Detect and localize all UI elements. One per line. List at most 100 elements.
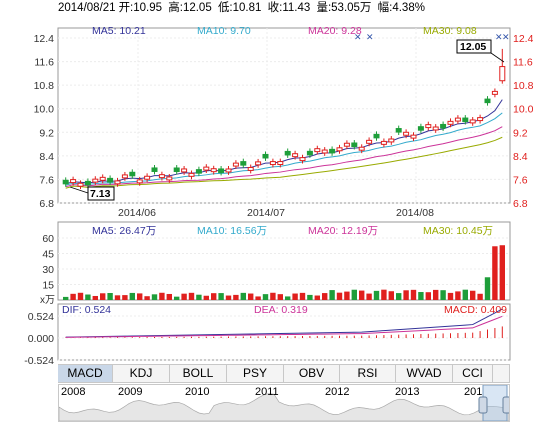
nav-year-2008: 2008 [61, 386, 86, 398]
nav-year-2011: 2011 [255, 386, 279, 398]
candle-body [403, 131, 410, 136]
navigator-right-handle[interactable] [502, 396, 512, 414]
price-y-tick-left: 12.4 [34, 33, 55, 45]
candle-body [173, 167, 180, 173]
price-ma30-label: MA30: 9.08 [423, 25, 477, 37]
macd-histogram [65, 326, 503, 338]
tab-kdj[interactable]: KDJ [113, 365, 170, 382]
volume-ma5-label: MA5: 26.47万 [92, 225, 156, 237]
volume-bar [248, 293, 254, 300]
macd-dif-line [65, 308, 503, 338]
candle-body [195, 169, 202, 174]
price-y-tick-left: 10.0 [34, 104, 55, 116]
candle-body [284, 150, 291, 156]
candle-body [321, 149, 328, 154]
price-y-tick-right: 8.4 [513, 151, 528, 163]
candle-body [336, 147, 343, 152]
volume-y-tick: 45 [42, 249, 54, 261]
candle-body [62, 179, 69, 185]
candle-body [440, 123, 447, 129]
tab-wvad[interactable]: WVAD [396, 365, 453, 382]
volume-bar [366, 293, 372, 300]
volume-bar [299, 292, 306, 300]
volume-y-tick: 30 [42, 264, 54, 276]
candle-body [269, 161, 276, 166]
candle-body [232, 162, 239, 167]
volume-bar [225, 295, 232, 300]
volume-bar [70, 293, 76, 300]
candle-body [121, 174, 128, 179]
price-y-tick-left: 8.4 [39, 151, 54, 163]
volume-bar [122, 295, 128, 300]
tab-psy[interactable]: PSY [227, 365, 284, 382]
volume-bar [410, 289, 417, 300]
volume-bar [344, 291, 350, 300]
candle-body [151, 167, 158, 172]
volume-bar [433, 289, 439, 300]
candle-body [144, 175, 151, 180]
tab-cci[interactable]: CCI [453, 365, 493, 382]
nav-year-2010: 2010 [185, 386, 210, 398]
candle-body [129, 171, 136, 177]
volume-y-tick: 15 [42, 280, 54, 292]
tab-macd[interactable]: MACD [58, 365, 113, 382]
candle-body [181, 168, 188, 173]
nav-year-2012: 2012 [325, 386, 350, 398]
volume-bar [292, 293, 298, 300]
macd-y-tick: 0.524 [28, 311, 54, 323]
quote-header: 2014/08/21 开:10.95 高:12.05 低:10.81 收:11.4… [58, 0, 428, 16]
candle-body [262, 153, 269, 159]
navigator-left-handle[interactable] [478, 396, 488, 414]
price-y-axis-right: 12.4 11.6 10.8 10.0 9.2 8.4 7.6 6.8 [513, 33, 533, 210]
volume-bar [181, 293, 187, 300]
price-y-tick-left: 7.6 [39, 174, 54, 186]
candle-body [417, 126, 424, 131]
high-marker-label: 12.05 [460, 41, 486, 53]
price-ma5-label: MA5: 10.21 [92, 25, 146, 37]
nav-year-2009: 2009 [118, 386, 143, 398]
macd-dif-label: DIF: 0.524 [62, 304, 111, 316]
tab-rsi[interactable]: RSI [340, 365, 396, 382]
volume-bar [484, 277, 491, 300]
time-navigator[interactable] [58, 384, 512, 422]
macd-grid [58, 315, 510, 361]
nav-year-2013: 2013 [395, 386, 420, 398]
volume-bar [137, 293, 143, 300]
candle-body [114, 180, 121, 185]
candle-body [277, 161, 284, 166]
macd-lines [65, 308, 503, 338]
volume-grid [58, 237, 510, 285]
candle-body [84, 180, 91, 186]
volume-bar [144, 296, 150, 300]
quote-change: 幅:4.38% [377, 2, 425, 14]
candle-body [240, 161, 247, 166]
macd-dea-label: DEA: 0.319 [254, 304, 308, 316]
volume-bar [396, 293, 402, 300]
price-y-tick-right: 9.2 [513, 127, 528, 139]
volume-bar [63, 296, 69, 300]
volume-bar [240, 292, 246, 300]
volume-bar [114, 295, 121, 300]
quote-close: 收:11.43 [267, 2, 311, 14]
tab-obv[interactable]: OBV [284, 365, 340, 382]
quote-volume: 量:53.05万 [316, 2, 372, 14]
tab-boll[interactable]: BOLL [170, 365, 227, 382]
macd-y-tick: -0.524 [24, 355, 54, 367]
volume-bar [322, 293, 328, 300]
volume-panel-frame [57, 221, 511, 301]
volume-bar [270, 292, 276, 300]
volume-bar [159, 292, 165, 300]
candle-body [366, 139, 373, 144]
candle-body [158, 174, 165, 179]
price-y-tick-right: 10.0 [513, 104, 533, 116]
macd-y-tick: 0.000 [28, 333, 54, 345]
volume-bar [447, 292, 454, 300]
candle-body [484, 98, 491, 104]
price-y-tick-right: 10.8 [513, 80, 533, 92]
high-marker-line [490, 52, 505, 63]
candle-body [499, 66, 506, 82]
volume-bar [92, 295, 98, 300]
macd-dea-line [65, 315, 503, 338]
volume-bar [166, 293, 172, 300]
